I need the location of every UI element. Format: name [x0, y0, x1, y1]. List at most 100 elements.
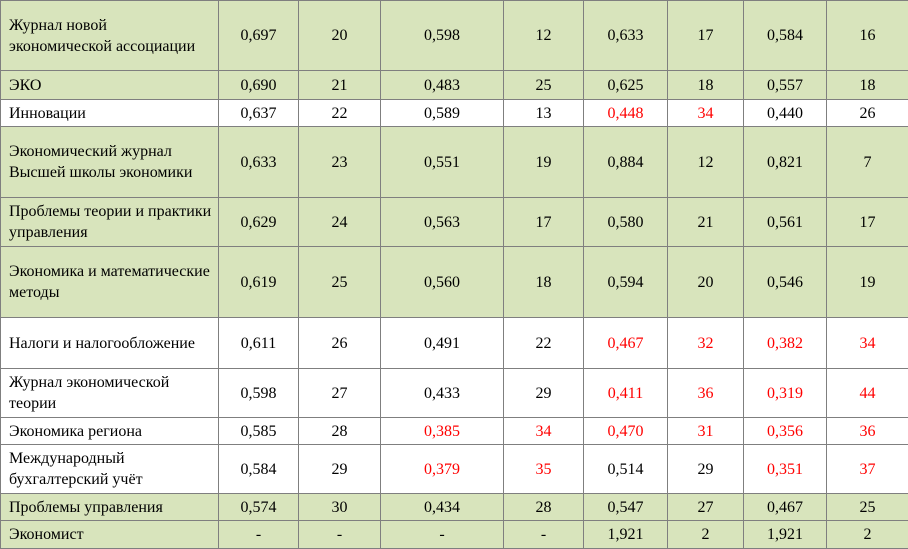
table-cell: 0,319 [744, 369, 827, 418]
table-cell: 0,433 [381, 369, 504, 418]
journal-name: Экономика и математические методы [1, 247, 219, 318]
table-cell: 0,633 [219, 127, 299, 198]
table-cell: 0,491 [381, 318, 504, 369]
table-cell: 0,598 [381, 1, 504, 71]
table-cell: 0,585 [219, 418, 299, 445]
table-cell: 29 [299, 445, 381, 494]
table-cell: 0,619 [219, 247, 299, 318]
table-cell: 20 [668, 247, 744, 318]
table-cell: 0,551 [381, 127, 504, 198]
table-cell: 0,467 [584, 318, 668, 369]
table-cell: 20 [299, 1, 381, 71]
table-cell: 0,690 [219, 71, 299, 100]
table-cell: 0,594 [584, 247, 668, 318]
table-cell: 0,470 [584, 418, 668, 445]
table-cell: 19 [827, 247, 908, 318]
table-cell: 21 [299, 71, 381, 100]
table-cell: 29 [668, 445, 744, 494]
table-cell: 18 [668, 71, 744, 100]
table-cell: 17 [827, 198, 908, 247]
table-cell: 0,697 [219, 1, 299, 71]
table-cell: 7 [827, 127, 908, 198]
table-cell: 0,547 [584, 494, 668, 521]
table-cell: 32 [668, 318, 744, 369]
table-cell: 0,411 [584, 369, 668, 418]
table-cell: 12 [668, 127, 744, 198]
table-cell: 0,574 [219, 494, 299, 521]
table-cell: 1,921 [744, 521, 827, 549]
table-cell: 44 [827, 369, 908, 418]
table-cell: 25 [299, 247, 381, 318]
journal-name: Журнал новой экономической ассоциации [1, 1, 219, 71]
table-cell: 0,351 [744, 445, 827, 494]
table-cell: 17 [668, 1, 744, 71]
table-cell: 25 [504, 71, 584, 100]
table-cell: 0,633 [584, 1, 668, 71]
table-cell: 26 [827, 100, 908, 127]
table-cell: 0,557 [744, 71, 827, 100]
journal-name: Проблемы управления [1, 494, 219, 521]
table-cell: 0,382 [744, 318, 827, 369]
table-cell: 26 [299, 318, 381, 369]
table-cell: 34 [504, 418, 584, 445]
table-cell: 0,821 [744, 127, 827, 198]
table-cell: 23 [299, 127, 381, 198]
table-cell: 18 [827, 71, 908, 100]
table-cell: 0,467 [744, 494, 827, 521]
table-cell: 29 [504, 369, 584, 418]
table-cell: 0,385 [381, 418, 504, 445]
table-cell: 0,356 [744, 418, 827, 445]
journal-name: Экономист [1, 521, 219, 549]
table-cell: 0,637 [219, 100, 299, 127]
table-cell: 22 [299, 100, 381, 127]
table-cell: 16 [827, 1, 908, 71]
table-cell: 17 [504, 198, 584, 247]
table-cell: 18 [504, 247, 584, 318]
table-cell: 30 [299, 494, 381, 521]
table-cell: 0,561 [744, 198, 827, 247]
journal-name: Журнал экономической теории [1, 369, 219, 418]
table-cell: - [504, 521, 584, 549]
journal-name: Налоги и налогообложение [1, 318, 219, 369]
table-cell: 0,884 [584, 127, 668, 198]
table-cell: 0,560 [381, 247, 504, 318]
table-row: Экономический журнал Высшей школы эконом… [1, 127, 908, 198]
table-cell: 36 [827, 418, 908, 445]
table-cell: 28 [299, 418, 381, 445]
table-cell: 24 [299, 198, 381, 247]
table-cell: 31 [668, 418, 744, 445]
table-cell: - [219, 521, 299, 549]
table-cell: 0,546 [744, 247, 827, 318]
table-cell: 0,580 [584, 198, 668, 247]
journal-name: Проблемы теории и практики управления [1, 198, 219, 247]
table-cell: 0,440 [744, 100, 827, 127]
table-cell: 27 [668, 494, 744, 521]
table-cell: 13 [504, 100, 584, 127]
table-cell: 28 [504, 494, 584, 521]
table-cell: 0,589 [381, 100, 504, 127]
table-cell: 0,448 [584, 100, 668, 127]
table-cell: 0,584 [219, 445, 299, 494]
table-cell: 2 [827, 521, 908, 549]
table-cell: 0,611 [219, 318, 299, 369]
table-cell: 0,483 [381, 71, 504, 100]
table-cell: 2 [668, 521, 744, 549]
table-cell: 34 [668, 100, 744, 127]
table-cell: 22 [504, 318, 584, 369]
table-cell: 1,921 [584, 521, 668, 549]
table-cell: 0,514 [584, 445, 668, 494]
